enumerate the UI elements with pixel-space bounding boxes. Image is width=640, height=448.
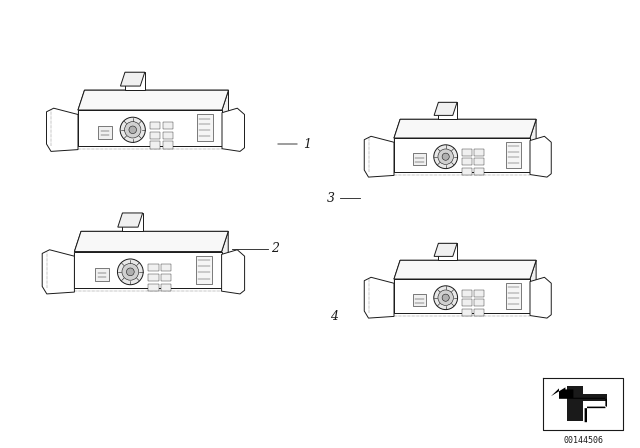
Polygon shape bbox=[434, 243, 457, 256]
Bar bbox=[161, 263, 172, 271]
Bar bbox=[463, 159, 472, 165]
Bar bbox=[413, 294, 426, 306]
Polygon shape bbox=[394, 138, 530, 172]
Bar bbox=[148, 284, 159, 291]
Circle shape bbox=[442, 153, 449, 160]
Polygon shape bbox=[78, 90, 228, 110]
Text: 4: 4 bbox=[330, 310, 338, 323]
Polygon shape bbox=[364, 136, 394, 177]
Polygon shape bbox=[364, 277, 394, 318]
Bar bbox=[196, 256, 212, 284]
Polygon shape bbox=[530, 119, 536, 172]
Circle shape bbox=[118, 259, 143, 285]
Bar bbox=[148, 263, 159, 271]
Circle shape bbox=[438, 149, 453, 164]
Polygon shape bbox=[74, 231, 228, 252]
Bar bbox=[463, 309, 472, 315]
Polygon shape bbox=[551, 388, 607, 422]
Bar bbox=[474, 159, 484, 165]
Polygon shape bbox=[122, 213, 143, 231]
Bar bbox=[463, 168, 472, 175]
Polygon shape bbox=[222, 90, 228, 146]
Circle shape bbox=[434, 286, 458, 310]
Circle shape bbox=[438, 290, 453, 306]
Bar bbox=[150, 122, 161, 129]
Polygon shape bbox=[78, 110, 222, 146]
Bar bbox=[474, 309, 484, 315]
Polygon shape bbox=[438, 102, 457, 119]
Bar bbox=[163, 142, 173, 149]
Polygon shape bbox=[394, 119, 536, 138]
Bar bbox=[463, 299, 472, 306]
Polygon shape bbox=[120, 72, 145, 86]
Bar bbox=[98, 126, 112, 139]
Circle shape bbox=[120, 117, 145, 142]
Text: 1: 1 bbox=[303, 138, 311, 151]
Text: 3: 3 bbox=[327, 191, 335, 204]
Text: 00144506: 00144506 bbox=[563, 436, 603, 445]
Polygon shape bbox=[125, 72, 145, 90]
Polygon shape bbox=[222, 108, 244, 151]
Polygon shape bbox=[394, 279, 530, 313]
Polygon shape bbox=[42, 250, 74, 294]
Polygon shape bbox=[221, 231, 228, 289]
Circle shape bbox=[434, 145, 458, 168]
Bar bbox=[150, 142, 161, 149]
Circle shape bbox=[129, 126, 136, 134]
Polygon shape bbox=[530, 277, 551, 318]
Polygon shape bbox=[47, 108, 78, 151]
Polygon shape bbox=[530, 136, 551, 177]
Polygon shape bbox=[567, 386, 607, 421]
Bar bbox=[196, 115, 213, 142]
Circle shape bbox=[125, 121, 141, 138]
Polygon shape bbox=[434, 102, 457, 116]
Bar bbox=[161, 284, 172, 291]
Bar bbox=[150, 132, 161, 139]
Polygon shape bbox=[74, 252, 221, 289]
Bar bbox=[474, 149, 484, 156]
Polygon shape bbox=[118, 213, 143, 227]
Polygon shape bbox=[530, 260, 536, 313]
Bar bbox=[474, 290, 484, 297]
Bar bbox=[163, 122, 173, 129]
Bar bbox=[506, 283, 522, 309]
Bar bbox=[413, 153, 426, 165]
Bar bbox=[474, 168, 484, 175]
Polygon shape bbox=[394, 260, 536, 279]
Circle shape bbox=[442, 294, 449, 301]
Bar bbox=[95, 268, 109, 281]
Bar bbox=[163, 132, 173, 139]
Bar bbox=[506, 142, 522, 168]
Text: 2: 2 bbox=[271, 242, 279, 255]
Circle shape bbox=[122, 263, 139, 280]
Bar bbox=[474, 299, 484, 306]
Circle shape bbox=[127, 268, 134, 276]
Bar bbox=[161, 274, 172, 281]
Bar bbox=[148, 274, 159, 281]
Polygon shape bbox=[438, 243, 457, 260]
Bar bbox=[463, 290, 472, 297]
Polygon shape bbox=[221, 250, 244, 294]
Bar bbox=[463, 149, 472, 156]
